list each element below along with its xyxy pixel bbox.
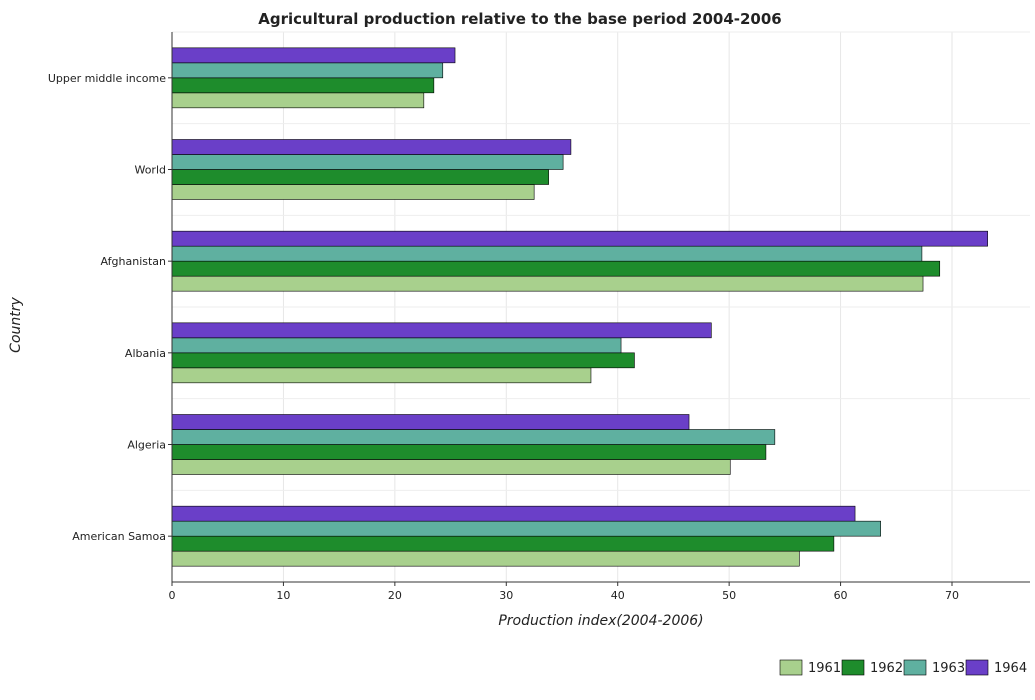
- x-tick-label: 10: [276, 589, 290, 602]
- x-tick-label: 70: [945, 589, 959, 602]
- y-tick-label: American Samoa: [72, 530, 166, 543]
- x-tick-label: 40: [611, 589, 625, 602]
- bar-1962: [171, 352, 635, 369]
- bar-1963: [171, 245, 923, 262]
- legend-label-1962: 1962: [870, 661, 903, 676]
- bar-1961: [171, 550, 800, 567]
- x-axis-title: Production index(2004-2006): [498, 613, 703, 629]
- y-tick-label: Afghanistan: [101, 255, 167, 268]
- bar-1961: [171, 184, 535, 200]
- bar-1964: [171, 47, 456, 64]
- x-tick-label: 20: [388, 589, 402, 602]
- legend-swatch-1961: [779, 659, 803, 676]
- x-axis: 0 10 20 30 40 50 60 70: [169, 581, 1030, 602]
- y-axis-title: Country: [8, 296, 24, 352]
- bar-1964: [171, 139, 572, 155]
- bar-1964: [171, 505, 856, 522]
- bar-1963: [171, 62, 444, 79]
- y-tick-label: Algeria: [127, 439, 166, 452]
- x-tick-label: 50: [722, 589, 736, 602]
- bar-1961: [171, 459, 731, 475]
- bar-1962: [171, 535, 835, 552]
- bar-1963: [171, 337, 622, 354]
- bar-1964: [171, 230, 988, 247]
- bar-1963: [171, 429, 776, 445]
- bar-1961: [171, 275, 924, 292]
- y-tick-label: Upper middle income: [48, 72, 166, 85]
- bar-1962: [171, 444, 767, 460]
- bar-1963: [171, 154, 564, 170]
- legend: 1961 1962 1963 1964: [779, 659, 1027, 676]
- legend-swatch-1962: [841, 659, 865, 676]
- chart-title: Agricultural production relative to the …: [258, 10, 781, 28]
- bar-1961: [171, 367, 592, 384]
- y-axis: Upper middle income World Afghanistan Alban…: [48, 32, 173, 582]
- legend-swatch-1964: [965, 659, 989, 676]
- bar-1964: [171, 414, 690, 430]
- legend-swatch-1963: [903, 659, 927, 676]
- y-tick-label: Albania: [125, 347, 166, 360]
- legend-label-1964: 1964: [994, 661, 1027, 676]
- bar-1964: [171, 322, 712, 339]
- plot-area: [171, 31, 1030, 583]
- legend-label-1963: 1963: [932, 661, 965, 676]
- x-tick-label: 0: [169, 589, 176, 602]
- x-tick-label: 30: [499, 589, 513, 602]
- bar-1961: [171, 92, 425, 109]
- bar-1962: [171, 169, 549, 185]
- y-tick-label: World: [134, 164, 166, 177]
- legend-label-1961: 1961: [808, 661, 841, 676]
- bar-1963: [171, 520, 881, 537]
- x-tick-label: 60: [834, 589, 848, 602]
- bar-1962: [171, 77, 435, 94]
- bar-1962: [171, 260, 941, 277]
